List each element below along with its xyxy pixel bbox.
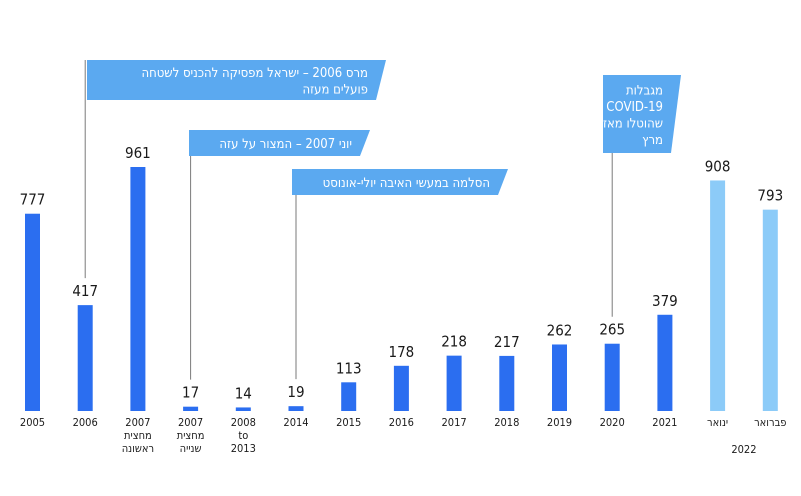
bar-value-label: 218	[441, 333, 467, 351]
category-label: 2016	[389, 416, 414, 429]
bar-value-label: 417	[72, 282, 98, 300]
category-labels: 2005 2006 2007מחציתראשונה2007מחציתשנייה200…	[20, 416, 787, 456]
bar	[341, 382, 357, 411]
annotation-text: מרץ	[642, 133, 663, 148]
bar-value-label: 14	[235, 384, 252, 402]
bars	[25, 167, 778, 411]
category-label: 2007	[125, 416, 150, 429]
bar-value-label: 19	[287, 383, 304, 401]
bar-value-label: 17	[182, 384, 199, 402]
category-label: to	[238, 429, 248, 442]
bar-value-label: 178	[389, 343, 415, 361]
category-label: ינואר	[707, 416, 728, 429]
category-label: מחצית	[124, 429, 152, 442]
category-label: 2019	[547, 416, 572, 429]
bar	[499, 355, 515, 411]
annotation-text: מגבלות	[626, 83, 663, 98]
bar	[393, 365, 409, 411]
annotation-text: שהוטלו מאז	[603, 116, 663, 131]
bar	[130, 167, 146, 411]
bar	[288, 406, 304, 411]
bar-value-label: 793	[757, 187, 783, 205]
bar	[77, 305, 93, 411]
annotation-text: מרס 2006 – ישראל מפסיקה להכניס לשטחה	[141, 66, 368, 81]
category-label: 2007	[178, 416, 203, 429]
bar-value-label: 113	[336, 359, 362, 377]
category-label: מחצית	[177, 429, 205, 442]
annotation-box	[87, 60, 386, 100]
bar	[446, 355, 462, 411]
annotation-box	[292, 169, 508, 195]
bar-value-label: 777	[20, 191, 46, 209]
value-labels: 777 417 961 17 14 19 113 178 218 217 262 265 379 908 7…	[20, 144, 784, 402]
bar-value-label: 961	[125, 144, 151, 162]
bar-value-label: 265	[599, 321, 625, 339]
annotation-text: COVID-19	[606, 100, 663, 115]
annotations: מרס 2006 – ישראל מפסיקה להכניס לשטחהפועל…	[84, 60, 681, 380]
category-label: פברואר	[754, 416, 786, 429]
annotation-text: הסלמה במעשי האיבה יולי-אונוסט	[323, 176, 490, 191]
bar	[25, 213, 40, 411]
bar	[710, 180, 726, 411]
category-label: 2008	[231, 416, 256, 429]
bar-value-label: 908	[705, 157, 731, 175]
bar	[762, 209, 778, 411]
category-label: 2006	[73, 416, 98, 429]
category-label: 2005	[20, 416, 45, 429]
category-label: שנייה	[180, 442, 202, 455]
bar-value-label: 217	[494, 333, 520, 351]
category-label: 2021	[652, 416, 677, 429]
annotation-box	[603, 75, 681, 153]
bar	[235, 407, 251, 411]
bar-value-label: 379	[652, 292, 678, 310]
category-label: 2018	[494, 416, 519, 429]
group-label: 2022	[731, 443, 756, 456]
category-label: 2015	[336, 416, 361, 429]
annotation-box	[189, 130, 370, 156]
bar	[657, 314, 673, 411]
category-label: 2014	[283, 416, 308, 429]
category-label: ראשונה	[122, 442, 154, 455]
category-label: 2013	[231, 442, 256, 455]
annotation-text: יוני 2007 – המצור על עזה	[219, 137, 352, 152]
annotation-text: פועלים מעזה	[302, 82, 368, 97]
category-label: 2020	[600, 416, 625, 429]
category-label: 2017	[442, 416, 467, 429]
bar	[183, 406, 199, 411]
bar	[604, 343, 620, 411]
bar-value-label: 262	[547, 321, 573, 339]
bar	[552, 344, 567, 411]
